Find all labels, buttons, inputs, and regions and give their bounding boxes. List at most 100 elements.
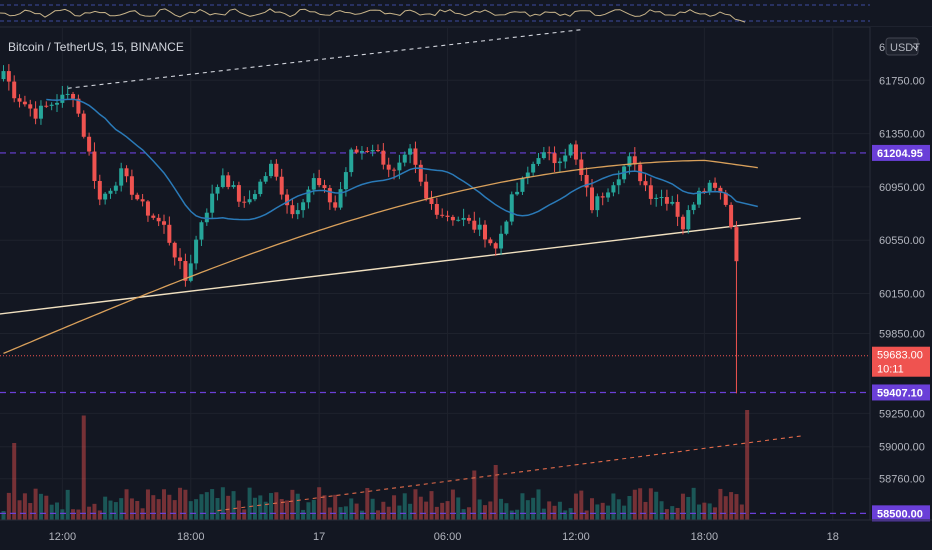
time-axis[interactable]: 12:00 18:00 17 06:00 12:00 18:00 18 — [49, 531, 839, 543]
candle-body — [370, 150, 375, 152]
oscillator-line — [0, 8, 746, 23]
volume-bar — [595, 504, 600, 520]
trendline — [217, 435, 801, 512]
volume-bar — [488, 501, 493, 520]
symbol-title: Bitcoin / TetherUS, 15, BINANCE — [8, 40, 184, 54]
candle-body — [466, 217, 471, 221]
candle-body — [81, 113, 86, 137]
candle-body — [488, 239, 493, 244]
candle-body — [124, 168, 129, 177]
volume-bar — [124, 489, 129, 520]
candle-body — [418, 164, 423, 182]
candle-body — [450, 216, 455, 221]
candle-body — [557, 161, 562, 164]
candle-body — [113, 185, 118, 191]
volume-bar — [135, 500, 140, 520]
candles — [1, 64, 739, 394]
volume-bar — [638, 488, 643, 520]
volume-bar — [370, 498, 375, 520]
candle-body — [429, 198, 434, 205]
volume-bar — [477, 499, 482, 520]
volume-bar — [541, 508, 546, 520]
volume-bar — [734, 494, 739, 520]
volume-bar — [295, 493, 300, 520]
candle-body — [231, 185, 236, 187]
volume-bar — [456, 497, 461, 520]
currency-button[interactable]: 6 USDT — [879, 37, 920, 56]
candle-body — [670, 201, 675, 204]
price-tick-label: 59000.00 — [879, 442, 925, 454]
volume-bar — [129, 498, 134, 520]
volume-bar — [664, 509, 669, 520]
volume-bar — [226, 495, 231, 520]
candle-body — [17, 98, 22, 102]
volume-bar — [590, 498, 594, 520]
candle-body — [220, 175, 225, 188]
volume-bar — [92, 503, 97, 520]
candle-body — [680, 216, 685, 230]
price-tick-label: 61750.00 — [879, 75, 925, 87]
volume-bar — [199, 494, 204, 520]
volume-bar — [263, 501, 268, 520]
volume-bar — [274, 492, 279, 520]
candle-body — [311, 178, 316, 190]
volume-bar — [515, 509, 520, 520]
candle-body — [188, 263, 193, 281]
volume-bar — [466, 507, 471, 520]
moving-average-orange — [3, 159, 758, 355]
volume-bar — [167, 494, 172, 520]
volume-bar — [87, 506, 92, 520]
volume-bar — [311, 499, 316, 520]
candle-body — [252, 194, 257, 200]
candle-body — [167, 224, 172, 243]
volume-bar — [204, 492, 209, 520]
volume-bar — [258, 495, 263, 520]
volume-bar — [376, 510, 380, 520]
candle-body — [65, 93, 70, 95]
candle-body — [204, 212, 209, 223]
candle-body — [103, 193, 108, 200]
candle-body — [595, 196, 600, 211]
volume-bar — [55, 502, 59, 520]
volume-bar — [81, 415, 86, 520]
candle-body — [156, 217, 161, 222]
volume-bar — [632, 489, 637, 520]
candle-body — [531, 163, 536, 173]
time-tick-label: 12:00 — [49, 531, 77, 543]
volume-bar — [531, 497, 536, 520]
volume-bar — [301, 509, 306, 520]
volume-bar — [707, 503, 712, 520]
volume-bar — [162, 489, 166, 520]
candle-body — [129, 176, 134, 195]
candle-body — [472, 220, 477, 230]
price-axis[interactable] — [870, 27, 932, 520]
volume-bar — [606, 505, 611, 520]
volume-bar — [723, 496, 728, 520]
volume-bar — [445, 501, 450, 520]
volume-bar — [536, 489, 541, 520]
volume-bar — [71, 509, 76, 520]
candle-body — [606, 192, 611, 198]
volume-bar — [627, 496, 632, 520]
volume-bar — [145, 489, 150, 520]
candle-body — [349, 149, 354, 173]
volume-bar — [290, 489, 295, 520]
candle-body — [541, 152, 546, 159]
candle-body — [33, 108, 38, 119]
candle-body — [515, 191, 520, 195]
candle-body — [499, 233, 504, 249]
candle-body — [226, 175, 231, 187]
candle-body — [381, 150, 386, 165]
volume-bar — [215, 498, 220, 520]
volume-bar — [680, 493, 685, 520]
candle-body — [215, 187, 220, 194]
currency-prefix: 6 — [879, 42, 885, 54]
volume-bar — [413, 489, 418, 520]
candle-body — [547, 152, 552, 154]
candle-body — [162, 221, 166, 225]
candle-body — [445, 215, 450, 217]
candle-body — [108, 190, 113, 194]
volume-bar — [504, 503, 509, 520]
